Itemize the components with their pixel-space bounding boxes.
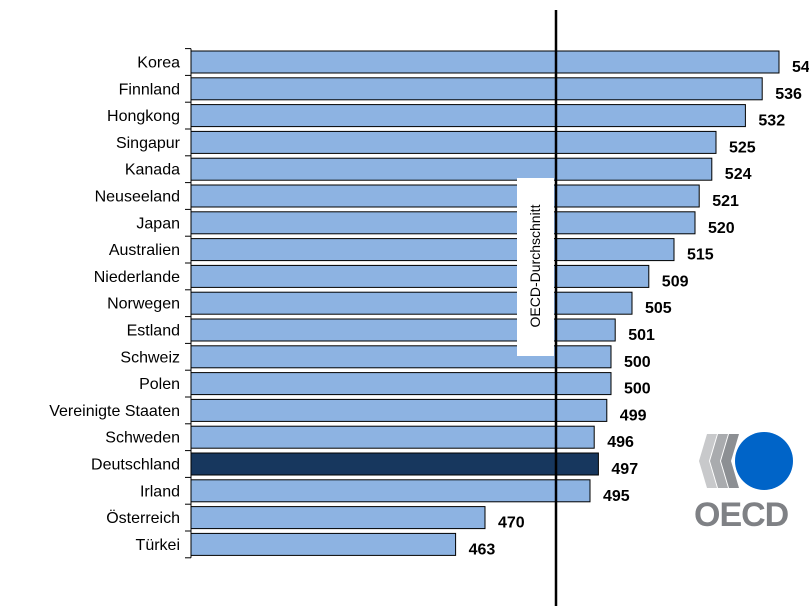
value-label: 463: [469, 541, 496, 558]
category-label: Polen: [139, 376, 180, 393]
category-label: Neuseeland: [95, 189, 180, 206]
bar-kanada: [190, 157, 713, 181]
bar-norwegen: [190, 291, 633, 315]
bar-neuseeland: [190, 184, 700, 208]
value-label: 495: [603, 488, 630, 505]
value-label: 536: [775, 86, 802, 103]
bar-australien: [190, 238, 675, 262]
category-label: Korea: [137, 55, 180, 72]
bar-finnland: [190, 77, 763, 101]
bar-niederlande: [190, 264, 650, 288]
category-label: Schweiz: [120, 349, 180, 366]
value-label: 532: [758, 113, 785, 130]
category-label: Norwegen: [107, 296, 180, 313]
category-label: Estland: [127, 323, 180, 340]
category-label: Australien: [109, 242, 180, 259]
category-label: Singapur: [116, 135, 181, 152]
value-label: 497: [611, 461, 638, 478]
value-label: 540: [792, 59, 809, 76]
category-label: Türkei: [136, 537, 180, 554]
value-label: 525: [729, 139, 756, 156]
category-label: Finnland: [119, 81, 180, 98]
bar-irland: [190, 479, 591, 503]
category-label: Irland: [140, 483, 180, 500]
oecd-logo-chevron: [699, 434, 717, 488]
value-label: 505: [645, 300, 672, 317]
value-label: 515: [687, 247, 714, 264]
value-label: 520: [708, 220, 735, 237]
value-label: 496: [607, 434, 634, 451]
category-label: Niederlande: [94, 269, 180, 286]
value-label: 521: [712, 193, 739, 210]
bar-japan: [190, 211, 696, 235]
oecd-average-line: OECD-Durchschnitt: [517, 10, 558, 606]
bar-singapur: [190, 130, 717, 154]
bar-österreich: [190, 506, 486, 530]
value-label: 470: [498, 515, 525, 532]
oecd-average-label: OECD-Durchschnitt: [527, 204, 543, 327]
oecd-logo-circle: [735, 432, 793, 490]
oecd-logo-chevron: [721, 434, 739, 488]
value-label: 509: [662, 273, 689, 290]
oecd-logo: OECD: [694, 432, 793, 534]
category-label: Hongkong: [107, 108, 180, 125]
category-label: Österreich: [106, 509, 180, 527]
oecd-logo-chevron: [710, 434, 728, 488]
bar-schweden: [190, 425, 595, 449]
value-label: 501: [628, 327, 655, 344]
category-label: Vereinigte Staaten: [49, 403, 180, 420]
category-labels: Korea Finnland Hongkong Singapur Kanada Neuse…: [49, 55, 180, 554]
bar-polen: [190, 372, 612, 396]
category-label: Deutschland: [91, 457, 180, 474]
bar-türkei: [190, 532, 457, 556]
bar-hongkong: [190, 104, 746, 128]
value-label: 499: [620, 407, 647, 424]
value-label: 500: [624, 381, 651, 398]
category-label: Kanada: [125, 162, 180, 179]
category-label: Japan: [136, 215, 180, 232]
value-label: 500: [624, 354, 651, 371]
bar-vereinigte-staaten: [190, 398, 608, 422]
oecd-average-label-box: [517, 178, 554, 356]
bars-group: [190, 50, 780, 556]
bar-deutschland: [190, 452, 599, 476]
oecd-logo-text: OECD: [694, 496, 789, 534]
category-label: Schweden: [105, 430, 180, 447]
bar-korea: [190, 50, 780, 74]
category-axis: [185, 48, 192, 559]
value-label: 524: [725, 166, 752, 183]
